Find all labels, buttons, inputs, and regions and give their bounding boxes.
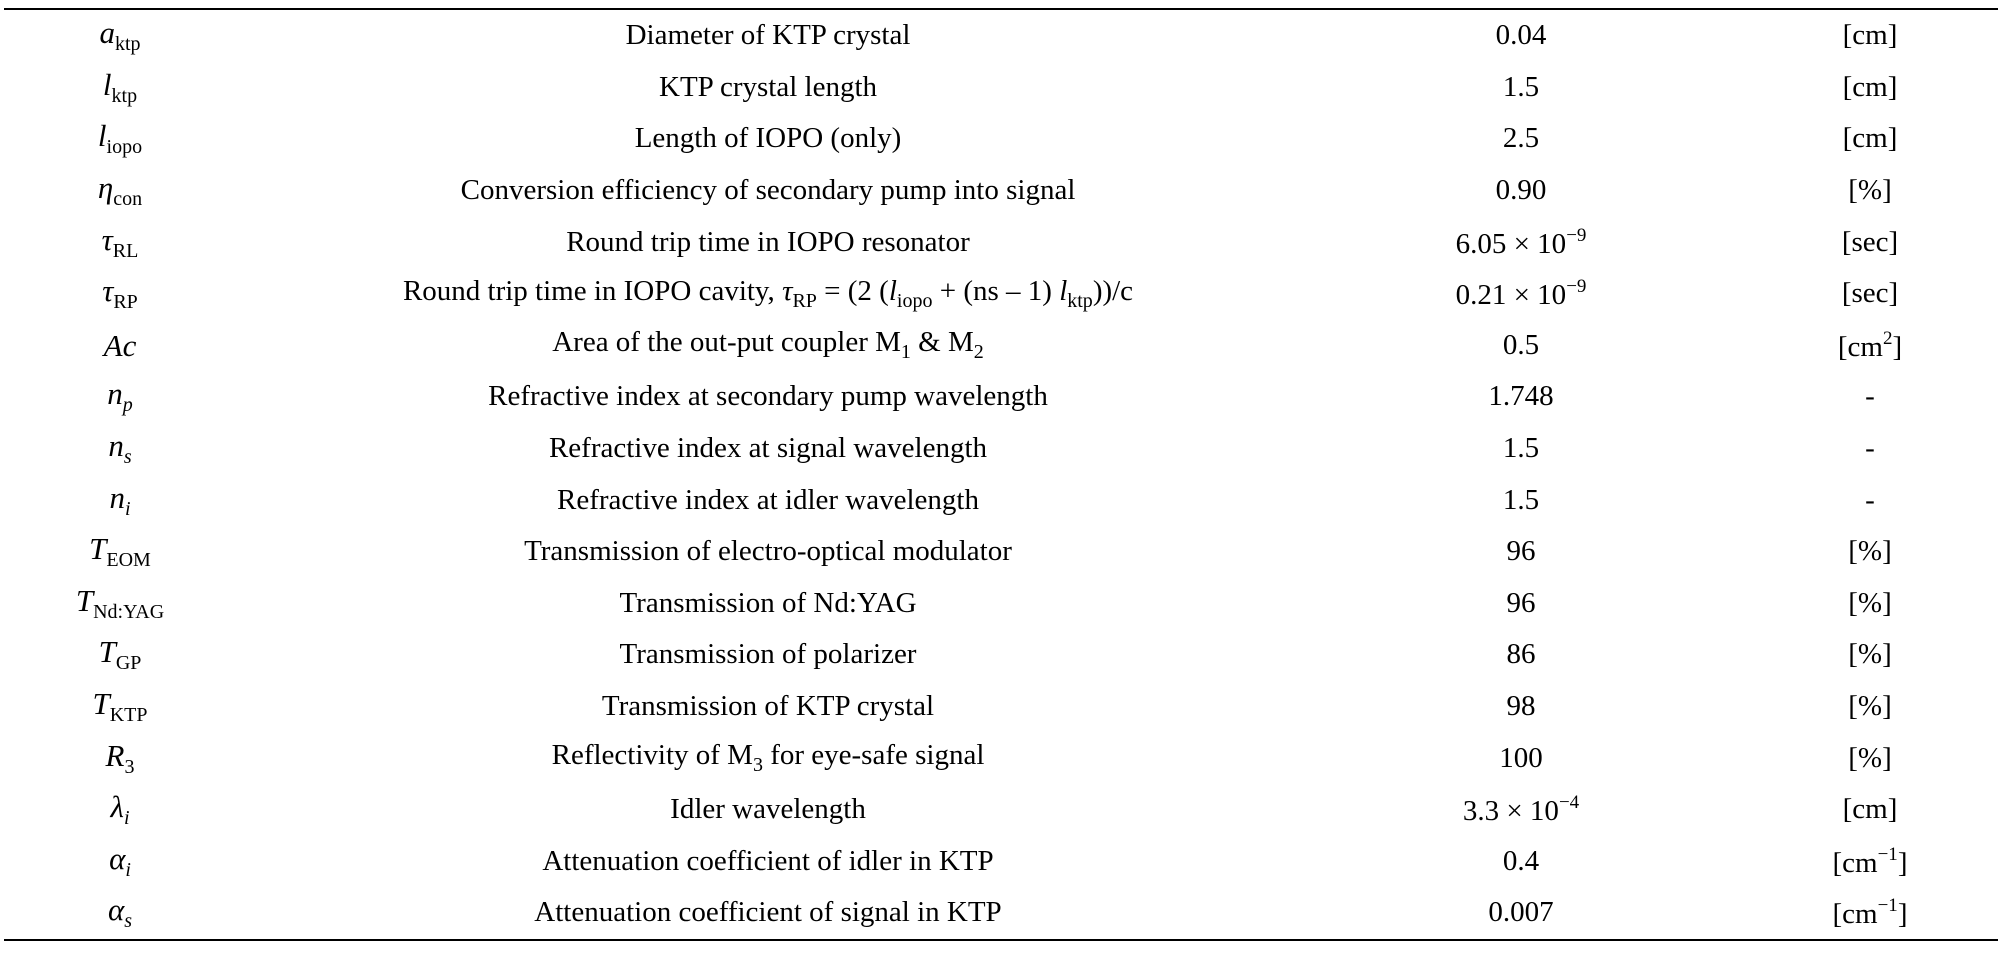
table-row: Ac Area of the out-put coupler M1 & M2 0… <box>4 320 1998 372</box>
table-row: TKTP Transmission of KTP crystal 98 [%] <box>4 681 1998 733</box>
unit-cell: - <box>1865 432 1875 465</box>
description-cell: Attenuation coefficient of signal in KTP <box>534 896 1002 929</box>
value-cell: 100 <box>1499 741 1543 774</box>
value-cell: 98 <box>1506 690 1536 723</box>
table-row: np Refractive index at secondary pump wa… <box>4 371 1998 423</box>
symbol-cell: ni <box>109 479 131 520</box>
value-cell: 0.21 × 10−9 <box>1455 276 1587 312</box>
description-cell: Length of IOPO (only) <box>634 122 902 155</box>
value-cell: 0.4 <box>1502 844 1540 877</box>
table-row: αs Attenuation coefficient of signal in … <box>4 887 1998 939</box>
description-cell: Reflectivity of M3 for eye-safe signal <box>551 739 985 777</box>
unit-cell: - <box>1865 380 1875 413</box>
description-cell: Area of the out-put coupler M1 & M2 <box>552 326 984 364</box>
unit-cell: [sec] <box>1841 277 1899 310</box>
symbol-cell: TGP <box>98 634 142 675</box>
symbol-cell: aktp <box>99 15 141 56</box>
table-row: ηcon Conversion efficiency of secondary … <box>4 165 1998 217</box>
table-row: TGP Transmission of polarizer 86 [%] <box>4 629 1998 681</box>
value-cell: 3.3 × 10−4 <box>1462 792 1580 828</box>
unit-cell: - <box>1865 483 1875 516</box>
symbol-cell: λi <box>110 789 130 830</box>
description-cell: Round trip time in IOPO cavity, τRP = (2… <box>402 274 1134 312</box>
top-rule <box>4 8 1998 10</box>
table-row: τRL Round trip time in IOPO resonator 6.… <box>4 216 1998 268</box>
symbol-cell: αi <box>109 840 131 881</box>
description-cell: Refractive index at secondary pump wavel… <box>488 380 1048 413</box>
table-row: liopo Length of IOPO (only) 2.5 [cm] <box>4 113 1998 165</box>
description-cell: Transmission of Nd:YAG <box>619 586 917 619</box>
table-row: ns Refractive index at signal wavelength… <box>4 423 1998 475</box>
symbol-cell: αs <box>107 892 133 933</box>
description-cell: Transmission of polarizer <box>619 638 917 671</box>
value-cell: 96 <box>1506 535 1536 568</box>
symbol-cell: ns <box>108 428 132 469</box>
table-row: TEOM Transmission of electro-optical mod… <box>4 526 1998 578</box>
symbol-cell: Ac <box>103 327 137 363</box>
description-cell: Transmission of KTP crystal <box>601 690 935 723</box>
symbol-cell: TEOM <box>89 531 151 572</box>
parameter-table: aktp Diameter of KTP crystal 0.04 [cm] l… <box>4 8 1998 941</box>
parameter-table-body: aktp Diameter of KTP crystal 0.04 [cm] l… <box>4 10 1998 939</box>
symbol-cell: liopo <box>97 118 143 159</box>
table-row: λi Idler wavelength 3.3 × 10−4 [cm] <box>4 784 1998 836</box>
unit-cell: [%] <box>1848 741 1892 774</box>
value-cell: 0.5 <box>1502 328 1540 361</box>
table-row: αi Attenuation coefficient of idler in K… <box>4 836 1998 888</box>
description-cell: Conversion efficiency of secondary pump … <box>460 174 1076 207</box>
unit-cell: [cm2] <box>1837 327 1903 363</box>
symbol-cell: lktp <box>102 66 138 107</box>
description-cell: Refractive index at signal wavelength <box>548 432 988 465</box>
unit-cell: [cm] <box>1842 19 1898 52</box>
unit-cell: [cm−1] <box>1832 895 1908 931</box>
unit-cell: [sec] <box>1841 225 1899 258</box>
value-cell: 1.748 <box>1488 380 1554 413</box>
value-cell: 96 <box>1506 586 1536 619</box>
symbol-cell: τRL <box>101 221 139 262</box>
value-cell: 86 <box>1506 638 1536 671</box>
value-cell: 0.007 <box>1488 896 1554 929</box>
value-cell: 1.5 <box>1502 432 1540 465</box>
symbol-cell: τRP <box>102 273 138 314</box>
symbol-cell: R3 <box>105 737 135 778</box>
unit-cell: [cm] <box>1842 122 1898 155</box>
unit-cell: [%] <box>1848 174 1892 207</box>
description-cell: Round trip time in IOPO resonator <box>566 225 970 258</box>
value-cell: 0.90 <box>1495 174 1547 207</box>
bottom-rule <box>4 938 1998 941</box>
value-cell: 2.5 <box>1502 122 1540 155</box>
description-cell: Transmission of electro-optical modulato… <box>524 535 1012 568</box>
unit-cell: [cm] <box>1842 793 1898 826</box>
table-row: lktp KTP crystal length 1.5 [cm] <box>4 62 1998 114</box>
description-cell: KTP crystal length <box>659 70 877 103</box>
table-row: aktp Diameter of KTP crystal 0.04 [cm] <box>4 10 1998 62</box>
symbol-cell: ηcon <box>97 170 143 211</box>
symbol-cell: TNd:YAG <box>75 582 165 623</box>
symbol-cell: TKTP <box>92 686 148 727</box>
table-row: ni Refractive index at idler wavelength … <box>4 474 1998 526</box>
unit-cell: [cm−1] <box>1832 843 1908 879</box>
value-cell: 1.5 <box>1502 70 1540 103</box>
unit-cell: [cm] <box>1842 70 1898 103</box>
symbol-cell: np <box>107 376 133 417</box>
description-cell: Diameter of KTP crystal <box>625 19 911 52</box>
value-cell: 1.5 <box>1502 483 1540 516</box>
unit-cell: [%] <box>1848 586 1892 619</box>
unit-cell: [%] <box>1848 690 1892 723</box>
unit-cell: [%] <box>1848 535 1892 568</box>
value-cell: 0.04 <box>1495 19 1547 52</box>
description-cell: Idler wavelength <box>670 793 866 826</box>
description-cell: Attenuation coefficient of idler in KTP <box>542 844 994 877</box>
value-cell: 6.05 × 10−9 <box>1455 224 1587 260</box>
table-row: R3 Reflectivity of M3 for eye-safe signa… <box>4 732 1998 784</box>
description-cell: Refractive index at idler wavelength <box>557 483 979 516</box>
unit-cell: [%] <box>1848 638 1892 671</box>
table-row: TNd:YAG Transmission of Nd:YAG 96 [%] <box>4 578 1998 630</box>
table-row: τRP Round trip time in IOPO cavity, τRP … <box>4 268 1998 320</box>
